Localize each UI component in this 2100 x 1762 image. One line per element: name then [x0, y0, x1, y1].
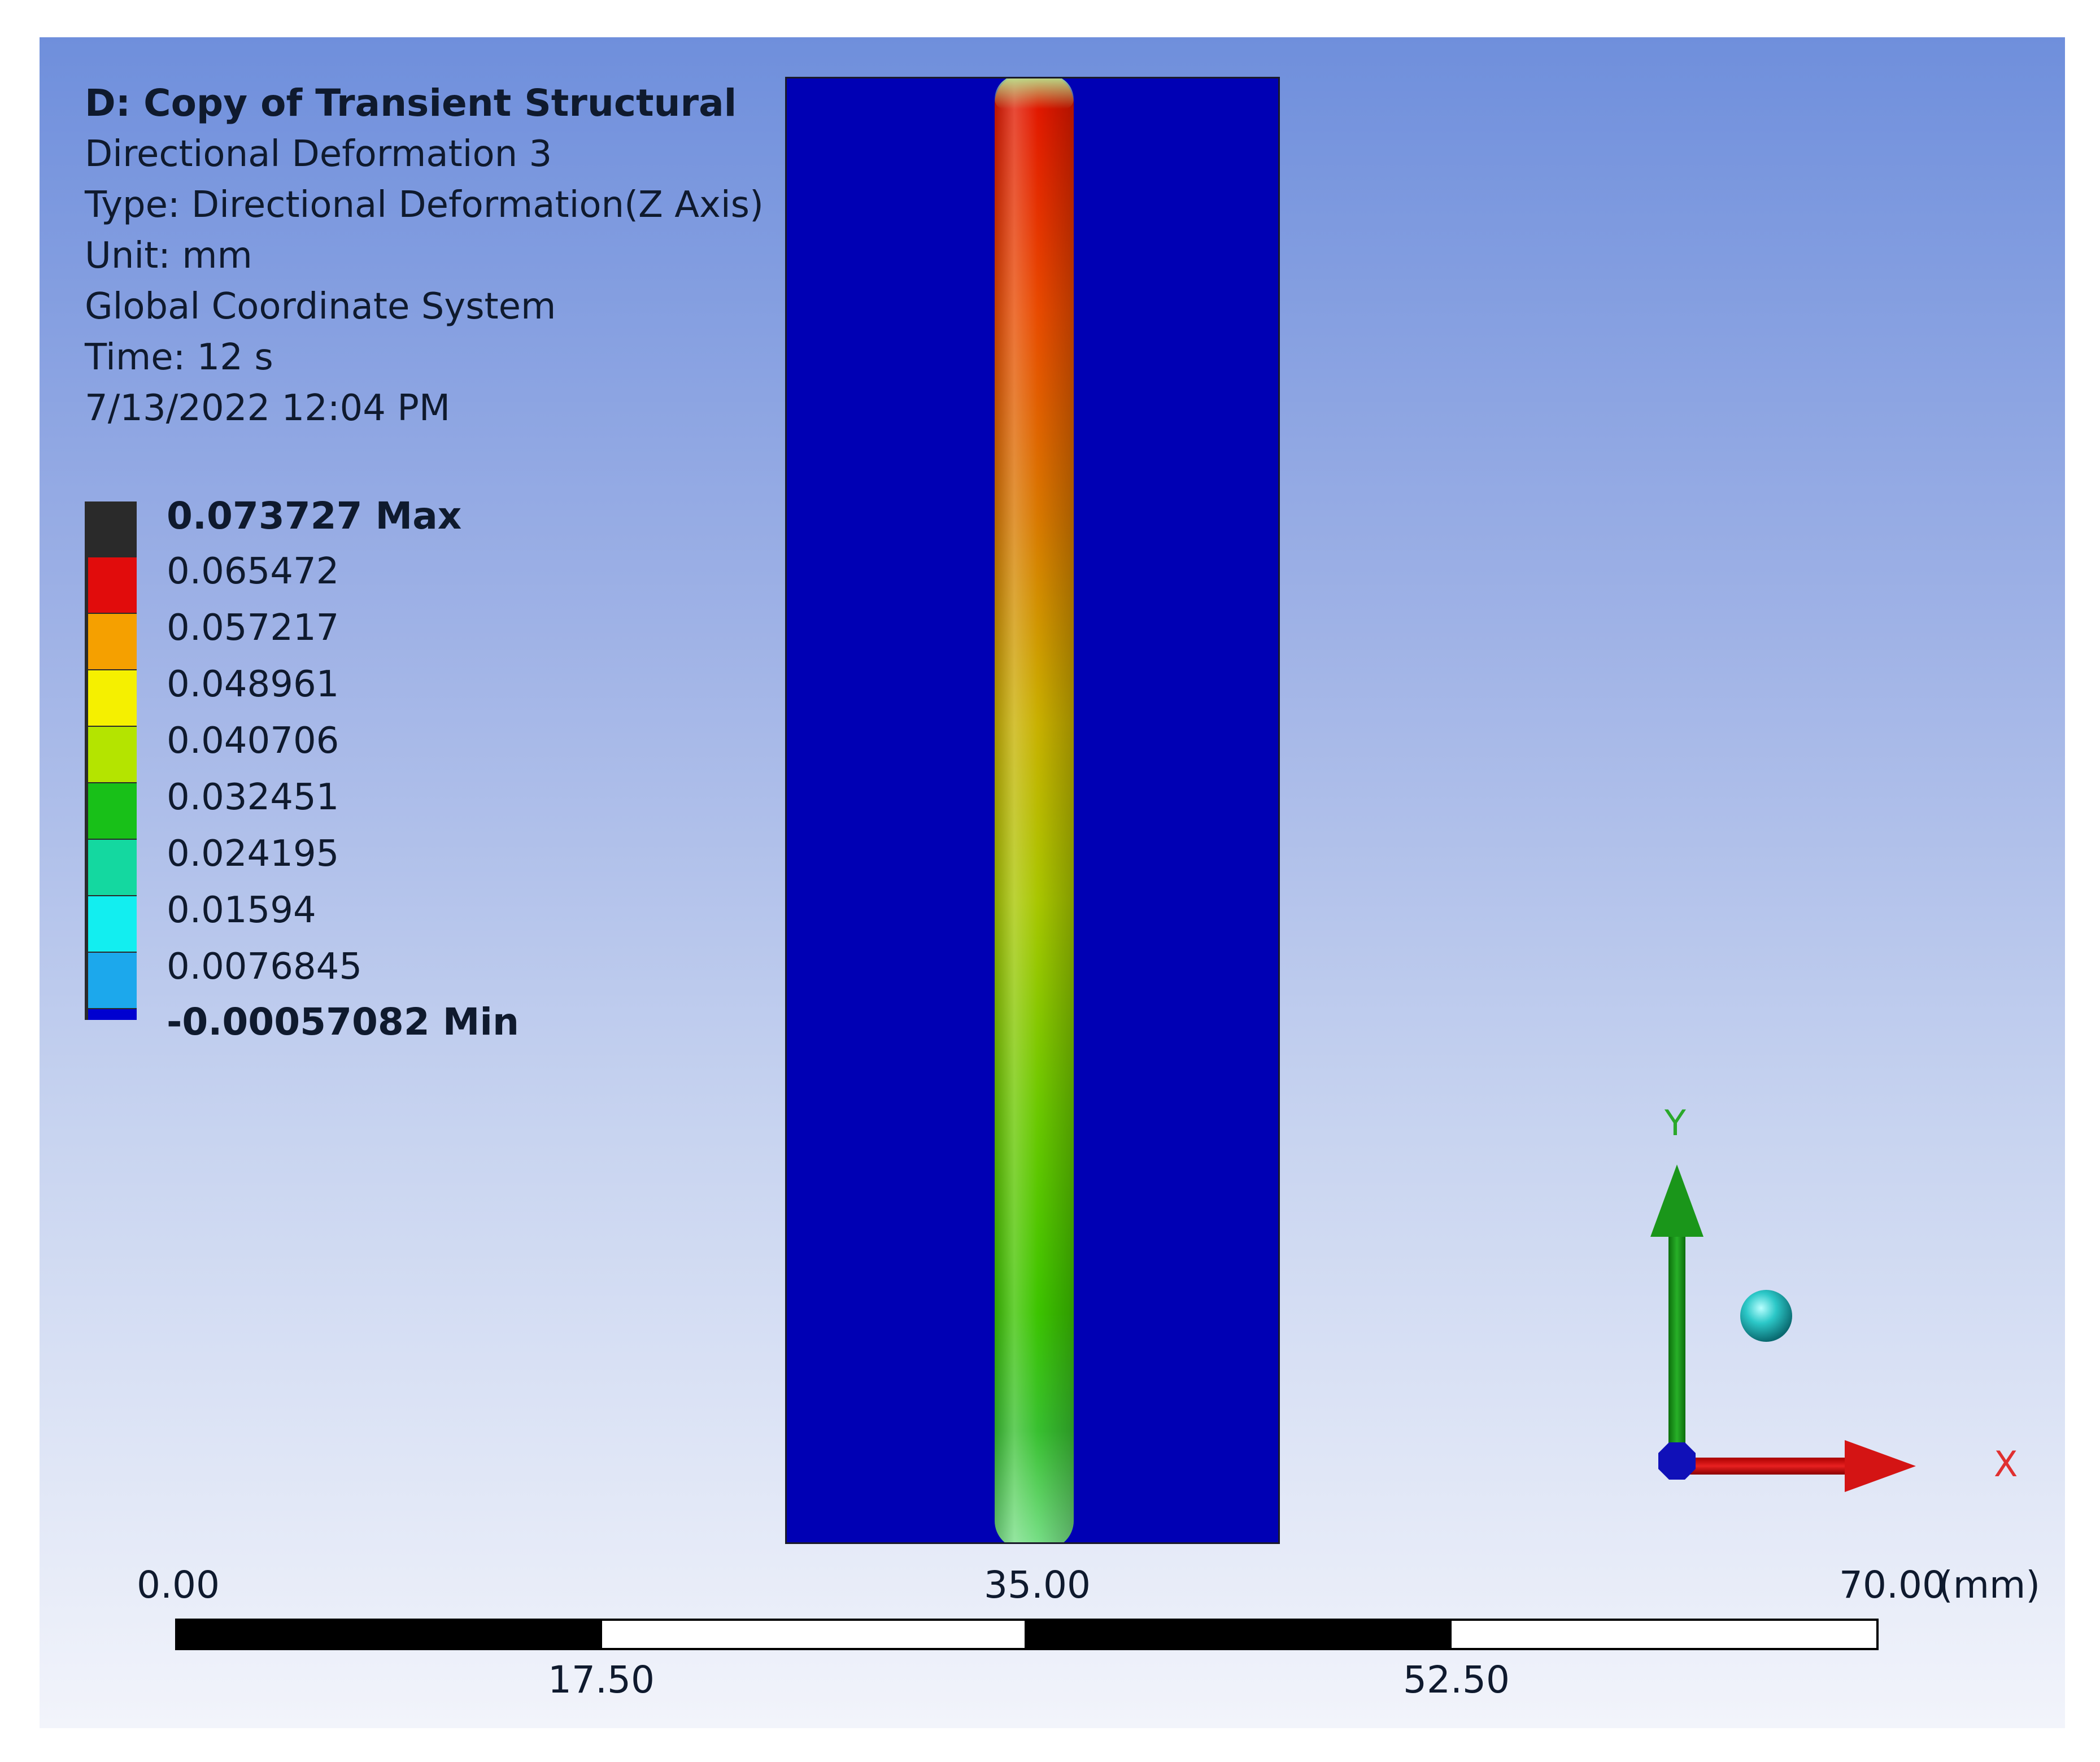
scale-bar-segment	[1449, 1619, 1879, 1650]
legend-color-bar[interactable]	[85, 501, 137, 1020]
model-contour-plot[interactable]	[785, 77, 1280, 1544]
graphics-viewport[interactable]: D: Copy of Transient Structural Directio…	[40, 37, 2065, 1728]
result-type: Type: Directional Deformation(Z Axis)	[85, 184, 764, 226]
result-unit: Unit: mm	[85, 235, 252, 277]
legend-band-3	[88, 670, 137, 726]
legend-level-label: 0.024195	[167, 833, 339, 875]
legend-max-label: 0.073727 Max	[167, 494, 462, 538]
legend-level-label: 0.048961	[167, 664, 339, 705]
legend-band-2	[88, 614, 137, 669]
legend-band-5	[88, 783, 137, 839]
x-axis-shaft	[1678, 1458, 1858, 1475]
legend-band-6	[88, 840, 137, 895]
scale-ruler: 0.00 35.00 70.00 (mm) 17.50 52.50	[40, 37, 2065, 1728]
scale-label-35: 35.00	[984, 1563, 1091, 1607]
scale-unit: (mm)	[1938, 1563, 2041, 1607]
coordinate-triad[interactable]: Y X	[40, 37, 2065, 1728]
legend-level-label: 0.065472	[167, 551, 339, 592]
scale-bar-segment	[600, 1619, 1027, 1650]
legend-band-4	[88, 727, 137, 782]
scale-label-0: 0.00	[137, 1563, 220, 1607]
legend-level-label: 0.032451	[167, 777, 339, 818]
result-name: Directional Deformation 3	[85, 133, 552, 175]
rod-shading	[995, 78, 1074, 1542]
legend-band-9	[88, 1009, 137, 1020]
y-axis-label: Y	[1665, 1102, 1686, 1144]
scale-label-52-5: 52.50	[1403, 1658, 1510, 1702]
result-info-panel: D: Copy of Transient Structural Directio…	[85, 78, 764, 434]
result-time: Time: 12 s	[85, 337, 273, 378]
legend-level-label: 0.01594	[167, 889, 316, 931]
legend-min-label: -0.00057082 Min	[167, 1000, 520, 1044]
result-timestamp: 7/13/2022 12:04 PM	[85, 387, 451, 429]
x-axis-label: X	[1994, 1443, 2018, 1485]
legend-band-8	[88, 953, 137, 1008]
deformed-rod	[995, 78, 1074, 1542]
z-axis-origin-icon	[1658, 1442, 1696, 1480]
x-axis-arrowhead	[1845, 1440, 1916, 1492]
triad-graphic	[1650, 1165, 1916, 1492]
y-axis-shaft	[1668, 1229, 1685, 1472]
y-axis-arrowhead	[1650, 1165, 1703, 1237]
legend-level-label: 0.057217	[167, 607, 339, 649]
iso-view-sphere-icon[interactable]	[1740, 1290, 1792, 1342]
legend-band-7	[88, 896, 137, 952]
scale-bar-segment	[1025, 1619, 1452, 1650]
legend-band-1	[88, 557, 137, 613]
scale-label-70: 70.00	[1839, 1563, 1946, 1607]
scale-bar-segment	[175, 1619, 602, 1650]
scale-label-17-5: 17.50	[548, 1658, 655, 1702]
legend-level-label: 0.040706	[167, 720, 339, 762]
analysis-title: D: Copy of Transient Structural	[85, 81, 737, 125]
rod-top-cap	[995, 78, 1074, 109]
coordinate-system: Global Coordinate System	[85, 286, 556, 328]
legend-level-label: 0.0076845	[167, 946, 363, 988]
